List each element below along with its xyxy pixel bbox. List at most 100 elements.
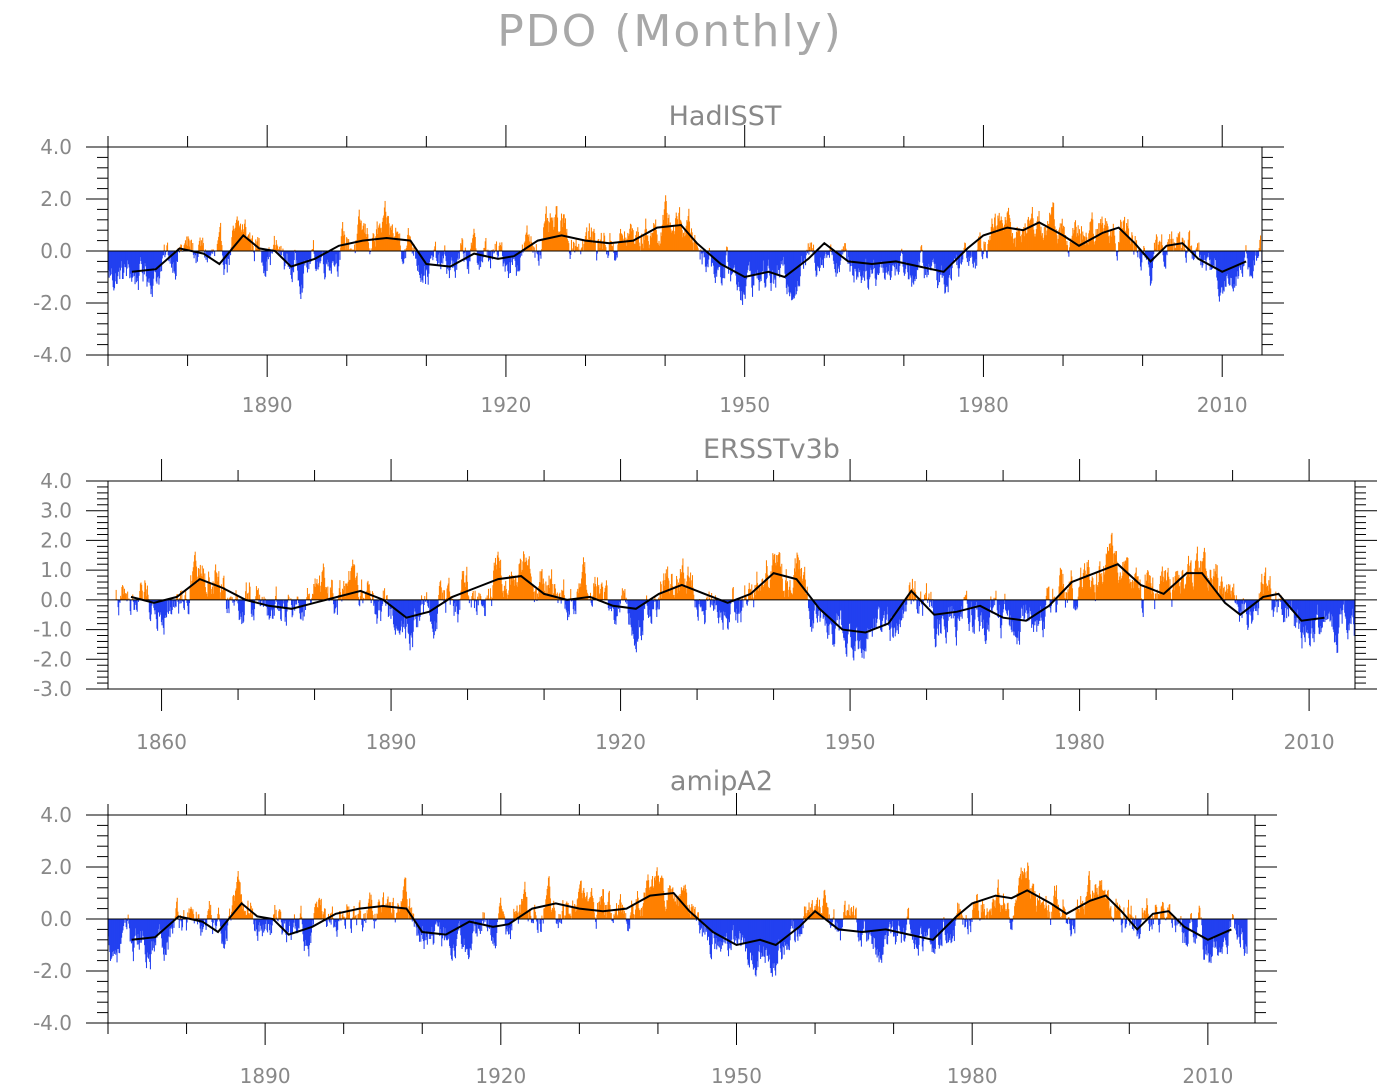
- bar: [781, 578, 783, 600]
- bar: [899, 251, 901, 266]
- bar: [617, 599, 619, 608]
- bar: [548, 876, 550, 919]
- bar: [293, 599, 295, 608]
- bar: [863, 251, 865, 272]
- bar: [185, 244, 187, 251]
- bar: [993, 229, 995, 251]
- bar: [366, 582, 368, 600]
- bar: [1282, 599, 1284, 615]
- bar: [910, 599, 912, 605]
- bar: [767, 251, 769, 266]
- bar: [600, 588, 602, 600]
- bar: [1031, 206, 1033, 251]
- bar: [186, 599, 188, 603]
- x-tick-label: 1890: [366, 730, 417, 754]
- bar: [657, 242, 659, 251]
- bar: [162, 919, 165, 955]
- bar: [426, 599, 428, 604]
- bar: [471, 919, 473, 944]
- bar: [350, 248, 352, 251]
- bar: [474, 236, 476, 251]
- bar: [1242, 599, 1244, 604]
- bar: [964, 243, 966, 251]
- bar: [501, 584, 503, 600]
- bar: [570, 599, 572, 602]
- bar: [921, 249, 923, 251]
- bar: [690, 228, 693, 251]
- bar: [621, 904, 623, 919]
- bar: [548, 232, 550, 251]
- bar: [566, 228, 568, 251]
- bar: [238, 879, 240, 919]
- bar: [597, 586, 599, 600]
- bar: [154, 599, 156, 615]
- bar: [965, 594, 967, 600]
- bar: [1249, 599, 1251, 607]
- x-tick-label: 2010: [1284, 730, 1335, 754]
- bar: [123, 588, 125, 600]
- bar: [523, 889, 525, 919]
- bar: [762, 578, 764, 600]
- bar: [1157, 598, 1159, 600]
- bar: [544, 908, 546, 919]
- bar: [561, 910, 563, 919]
- bar: [514, 585, 516, 600]
- bar: [843, 251, 845, 253]
- bar: [1087, 559, 1089, 600]
- bar: [605, 580, 607, 600]
- bar: [206, 593, 208, 600]
- bar: [317, 251, 319, 270]
- bar: [426, 251, 428, 270]
- bar: [322, 251, 324, 254]
- bar: [1226, 251, 1228, 275]
- bar: [980, 237, 982, 251]
- bar: [1143, 586, 1146, 600]
- bar: [380, 599, 382, 622]
- bar: [248, 239, 250, 251]
- bar: [520, 559, 522, 600]
- bar: [697, 912, 699, 919]
- bar: [873, 599, 875, 619]
- bar: [626, 599, 628, 601]
- bar: [1165, 570, 1167, 600]
- bar: [911, 251, 913, 287]
- bar: [610, 241, 612, 251]
- bar: [668, 893, 670, 919]
- bar: [440, 251, 442, 270]
- bar: [138, 919, 140, 950]
- bar: [1068, 251, 1070, 257]
- bar: [507, 251, 509, 279]
- bar: [653, 223, 655, 251]
- bar: [917, 251, 919, 261]
- bar: [1325, 599, 1327, 621]
- bar: [632, 599, 634, 631]
- bar: [431, 599, 433, 629]
- bar: [1057, 243, 1059, 251]
- bar: [973, 599, 975, 634]
- bar: [728, 599, 730, 620]
- bar: [530, 573, 532, 600]
- bar: [1200, 251, 1202, 266]
- bar: [1328, 599, 1330, 614]
- bar: [1052, 202, 1054, 251]
- bar: [359, 219, 361, 251]
- bar: [454, 919, 457, 959]
- bar: [1005, 599, 1007, 612]
- bar: [852, 251, 854, 276]
- bar: [439, 251, 441, 265]
- bar: [855, 251, 857, 272]
- bar: [121, 251, 123, 279]
- bar: [1101, 573, 1103, 600]
- bar: [1189, 576, 1191, 600]
- bar: [122, 919, 124, 931]
- bar: [1099, 223, 1101, 251]
- bar: [778, 251, 780, 270]
- bar: [725, 599, 727, 617]
- bar: [845, 248, 847, 251]
- bar: [259, 594, 261, 600]
- bar: [1012, 599, 1014, 622]
- bar: [311, 919, 313, 927]
- bar: [296, 596, 298, 600]
- bar: [696, 244, 698, 251]
- bar: [179, 599, 181, 604]
